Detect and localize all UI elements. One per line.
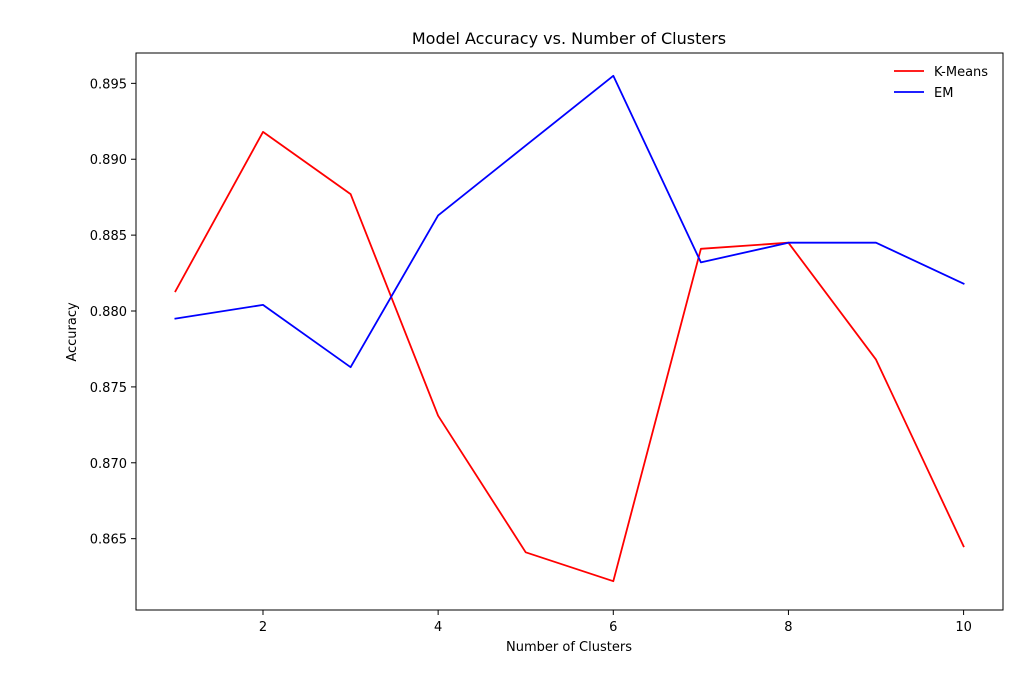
y-tick-label: 0.880	[90, 305, 127, 320]
y-axis-label: Accuracy	[65, 302, 80, 362]
y-tick-label: 0.875	[90, 381, 127, 396]
series-line-k-means	[174, 130, 965, 583]
y-tick-label: 0.865	[90, 533, 127, 548]
x-tick-label: 8	[784, 620, 792, 635]
y-tick-label: 0.870	[90, 457, 127, 472]
legend-label: K-Means	[934, 65, 988, 80]
series-line-em	[174, 74, 965, 369]
axes: 2 4 6 8 10 0.865 0.870 0.875 0.880 0.885 0.890 0.89…	[90, 52, 1004, 635]
plot-area	[174, 74, 965, 583]
x-tick-label: 2	[259, 620, 267, 635]
legend-label: EM	[934, 86, 953, 101]
y-tick-label: 0.890	[90, 153, 127, 168]
x-tick-label: 4	[434, 620, 442, 635]
legend: K-Means EM	[894, 65, 988, 101]
chart-title: Model Accuracy vs. Number of Clusters	[412, 29, 726, 48]
x-tick-label: 6	[609, 620, 617, 635]
y-tick-label: 0.895	[90, 77, 127, 92]
y-tick-label: 0.885	[90, 229, 127, 244]
x-axis-label: Number of Clusters	[506, 640, 632, 655]
axes-frame	[135, 52, 1004, 611]
x-tick-label: 10	[955, 620, 972, 635]
